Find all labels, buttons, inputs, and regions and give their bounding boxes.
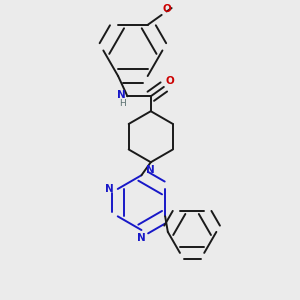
Text: N: N bbox=[117, 90, 126, 100]
Text: N: N bbox=[146, 165, 155, 175]
Text: N: N bbox=[105, 184, 114, 194]
Text: N: N bbox=[137, 233, 146, 243]
Text: H: H bbox=[119, 99, 126, 108]
Text: O: O bbox=[163, 4, 172, 14]
Text: O: O bbox=[165, 76, 174, 86]
